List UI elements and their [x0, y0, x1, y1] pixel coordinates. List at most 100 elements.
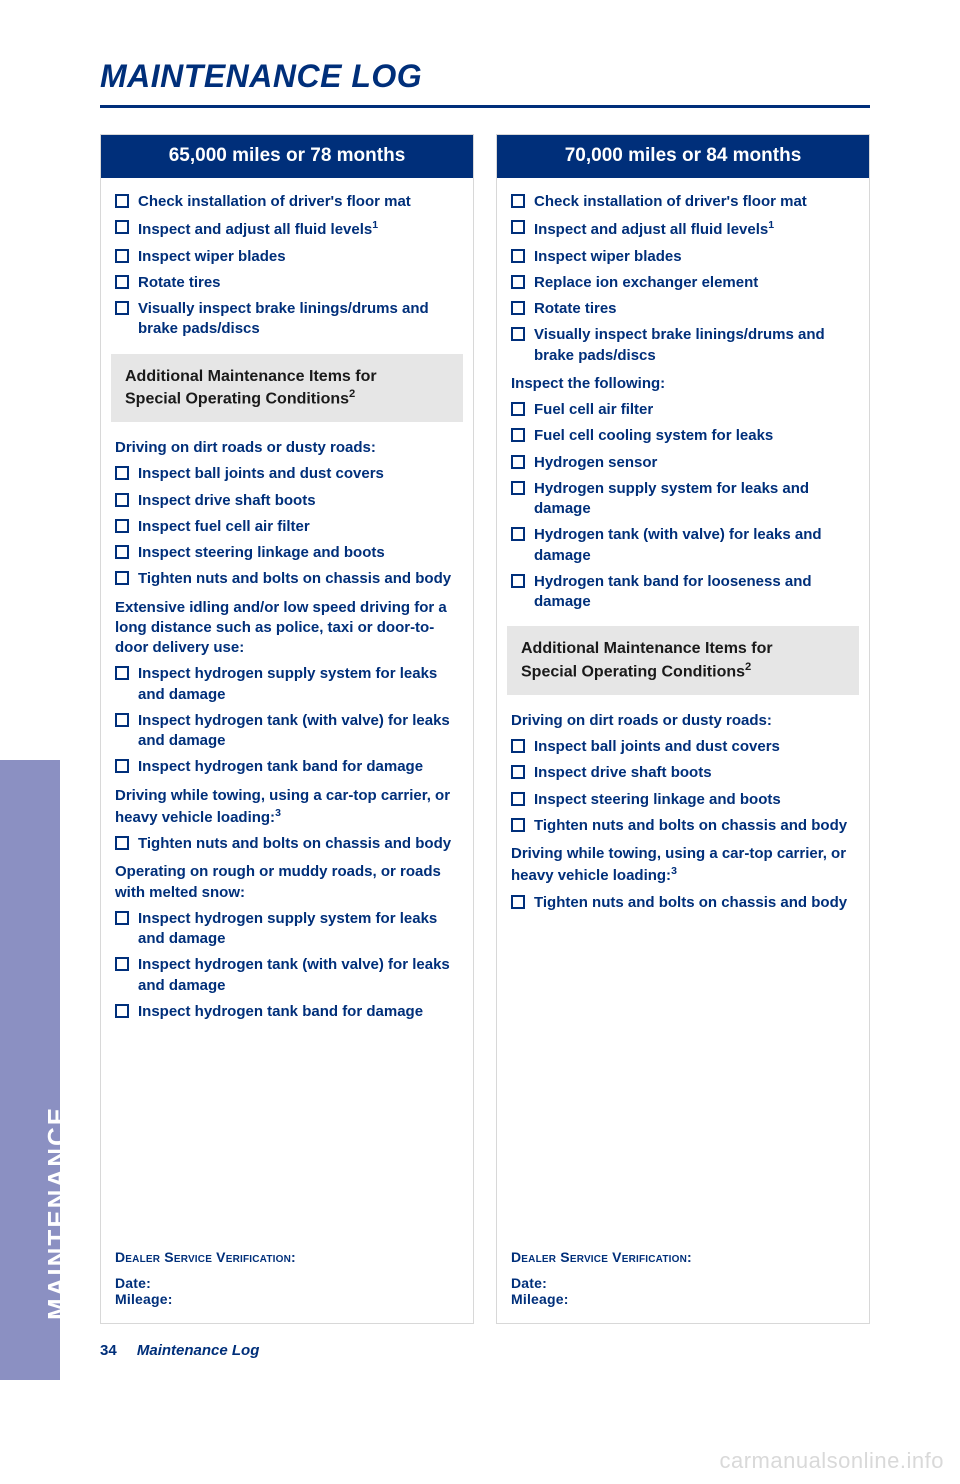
- special-conditions-box: Additional Maintenance Items for Special…: [111, 354, 463, 423]
- check-text: Tighten nuts and bolts on chassis and bo…: [534, 893, 855, 913]
- subbox-sup: 2: [349, 388, 355, 400]
- checkbox-icon[interactable]: [511, 792, 525, 806]
- dealer-mileage: Mileage:: [511, 1291, 855, 1307]
- checkbox-icon[interactable]: [511, 194, 525, 208]
- checkbox-icon[interactable]: [511, 428, 525, 442]
- checkbox-icon[interactable]: [511, 275, 525, 289]
- checkbox-icon[interactable]: [115, 194, 129, 208]
- checkbox-icon[interactable]: [511, 818, 525, 832]
- check-text: Visually inspect brake linings/drums and…: [534, 325, 855, 366]
- check-text: Inspect hydrogen tank band for damage: [138, 757, 459, 777]
- section-tab: MAINTENANCE: [0, 760, 60, 1380]
- check-text: Inspect fuel cell air filter: [138, 517, 459, 537]
- checkbox-icon[interactable]: [115, 545, 129, 559]
- superscript: 1: [768, 219, 774, 231]
- check-text: Hydrogen sensor: [534, 453, 855, 473]
- checkbox-icon[interactable]: [115, 713, 129, 727]
- check-text: Tighten nuts and bolts on chassis and bo…: [138, 569, 459, 589]
- check-item: Inspect hydrogen supply system for leaks…: [115, 664, 459, 705]
- page-number: 34: [100, 1342, 117, 1359]
- check-item: Rotate tires: [115, 273, 459, 293]
- checkbox-icon[interactable]: [115, 493, 129, 507]
- checkbox-icon[interactable]: [115, 571, 129, 585]
- check-item: Replace ion exchanger element: [511, 273, 855, 293]
- dealer-date: Date:: [115, 1275, 459, 1291]
- subbox-line2: Special Operating Conditions: [521, 663, 745, 680]
- condition-heading: Operating on rough or muddy roads, or ro…: [115, 862, 459, 903]
- check-item: Check installation of driver's floor mat: [511, 192, 855, 212]
- subbox-line2: Special Operating Conditions: [125, 390, 349, 407]
- checkbox-icon[interactable]: [511, 301, 525, 315]
- subbox-line1: Additional Maintenance Items for: [521, 640, 773, 657]
- main-checklist: Check installation of driver's floor mat…: [511, 192, 855, 366]
- checkbox-icon[interactable]: [511, 739, 525, 753]
- checkbox-icon[interactable]: [511, 455, 525, 469]
- check-text: Visually inspect brake linings/drums and…: [138, 299, 459, 340]
- check-item: Inspect hydrogen tank band for damage: [115, 757, 459, 777]
- checkbox-icon[interactable]: [115, 911, 129, 925]
- watermark: carmanualsonline.info: [719, 1448, 944, 1474]
- checkbox-icon[interactable]: [115, 249, 129, 263]
- check-item: Inspect hydrogen tank (with valve) for l…: [115, 955, 459, 996]
- condition-heading: Driving while towing, using a car-top ca…: [115, 786, 459, 829]
- checkbox-icon[interactable]: [511, 574, 525, 588]
- check-text: Rotate tires: [534, 299, 855, 319]
- check-item: Inspect ball joints and dust covers: [511, 737, 855, 757]
- subbox-sup: 2: [745, 661, 751, 673]
- checkbox-icon[interactable]: [115, 220, 129, 234]
- check-item: Inspect steering linkage and boots: [115, 543, 459, 563]
- checkbox-icon[interactable]: [115, 519, 129, 533]
- check-text: Inspect steering linkage and boots: [534, 790, 855, 810]
- check-text: Tighten nuts and bolts on chassis and bo…: [534, 816, 855, 836]
- subbox-line1: Additional Maintenance Items for: [125, 368, 377, 385]
- checkbox-icon[interactable]: [511, 481, 525, 495]
- checkbox-icon[interactable]: [115, 466, 129, 480]
- checkbox-icon[interactable]: [511, 527, 525, 541]
- card-body: Check installation of driver's floor mat…: [497, 178, 869, 1249]
- checkbox-icon[interactable]: [511, 249, 525, 263]
- checkbox-icon[interactable]: [115, 301, 129, 315]
- superscript: 1: [372, 219, 378, 231]
- check-item: Inspect fuel cell air filter: [115, 517, 459, 537]
- condition-sections: Driving on dirt roads or dusty roads:Ins…: [115, 438, 459, 1022]
- condition-sections: Driving on dirt roads or dusty roads:Ins…: [511, 711, 855, 913]
- condition-heading: Extensive idling and/or low speed drivin…: [115, 598, 459, 659]
- page-footer: 34 Maintenance Log: [100, 1342, 259, 1359]
- check-text: Fuel cell cooling system for leaks: [534, 426, 855, 446]
- page-content: MAINTENANCE LOG 65,000 miles or 78 month…: [100, 58, 870, 1324]
- card-body: Check installation of driver's floor mat…: [101, 178, 473, 1249]
- card-65000: 65,000 miles or 78 months Check installa…: [100, 134, 474, 1324]
- check-text: Inspect ball joints and dust covers: [534, 737, 855, 757]
- superscript: 3: [275, 807, 281, 819]
- checkbox-icon[interactable]: [511, 402, 525, 416]
- checkbox-icon[interactable]: [511, 895, 525, 909]
- checkbox-icon[interactable]: [115, 836, 129, 850]
- check-text: Inspect and adjust all fluid levels1: [138, 218, 459, 240]
- check-item: Tighten nuts and bolts on chassis and bo…: [115, 834, 459, 854]
- superscript: 3: [671, 865, 677, 877]
- dealer-verification: Dealer Service Verification: Date: Milea…: [101, 1249, 473, 1323]
- dealer-mileage: Mileage:: [115, 1291, 459, 1307]
- check-text: Replace ion exchanger element: [534, 273, 855, 293]
- check-item: Inspect drive shaft boots: [511, 763, 855, 783]
- checkbox-icon[interactable]: [115, 957, 129, 971]
- check-item: Fuel cell air filter: [511, 400, 855, 420]
- check-item: Inspect hydrogen tank band for damage: [115, 1002, 459, 1022]
- checkbox-icon[interactable]: [511, 327, 525, 341]
- checkbox-icon[interactable]: [511, 765, 525, 779]
- checkbox-icon[interactable]: [115, 1004, 129, 1018]
- check-text: Inspect and adjust all fluid levels1: [534, 218, 855, 240]
- dealer-verification: Dealer Service Verification: Date: Milea…: [497, 1249, 869, 1323]
- checkbox-icon[interactable]: [115, 275, 129, 289]
- check-item: Rotate tires: [511, 299, 855, 319]
- check-text: Check installation of driver's floor mat: [534, 192, 855, 212]
- check-item: Inspect drive shaft boots: [115, 491, 459, 511]
- card-70000: 70,000 miles or 84 months Check installa…: [496, 134, 870, 1324]
- main-checklist: Check installation of driver's floor mat…: [115, 192, 459, 340]
- check-text: Rotate tires: [138, 273, 459, 293]
- checkbox-icon[interactable]: [511, 220, 525, 234]
- checkbox-icon[interactable]: [115, 666, 129, 680]
- check-item: Hydrogen tank band for looseness and dam…: [511, 572, 855, 613]
- check-item: Inspect wiper blades: [511, 247, 855, 267]
- checkbox-icon[interactable]: [115, 759, 129, 773]
